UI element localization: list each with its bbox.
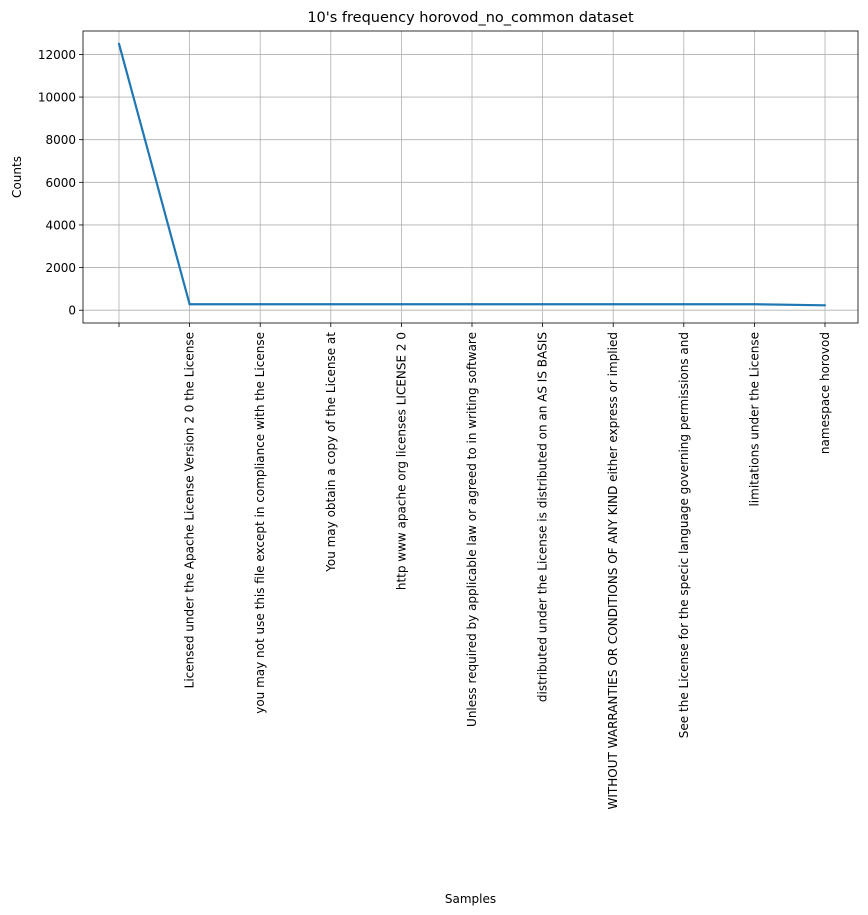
x-axis-label: Samples [445,892,496,906]
axis-ticks: Licensed under the Apache License Versio… [38,48,832,810]
chart-title: 10's frequency horovod_no_common dataset [307,10,634,26]
data-point [400,303,403,306]
data-point [117,42,121,45]
y-tick-label: 8000 [45,133,76,147]
y-tick-label: 0 [68,304,76,318]
x-tick-label: namespace horovod [818,332,832,454]
data-point [329,303,332,306]
x-tick-label: See the License for the specic language … [677,332,691,738]
x-tick-label: distributed under the License is distrib… [536,332,550,702]
y-tick-label: 4000 [45,218,76,232]
data-point [753,303,756,306]
plot-frame [82,30,859,324]
data-point [188,303,191,306]
y-tick-label: 10000 [38,91,76,105]
data-point [541,303,544,306]
x-tick-label: WITHOUT WARRANTIES OR CONDITIONS OF ANY … [606,332,620,809]
data-point [682,303,685,306]
x-tick-label: Licensed under the Apache License Versio… [183,332,197,688]
y-axis-label: Counts [10,156,24,198]
x-tick-label: You may obtain a copy of the License at [324,332,338,573]
y-tick-label: 6000 [45,176,76,190]
x-tick-label: you may not use this file except in comp… [253,332,267,714]
grid-lines [83,31,858,323]
x-tick-label: limitations under the License [747,332,761,507]
y-tick-label: 2000 [45,261,76,275]
series-layer [117,42,827,307]
data-point [470,303,474,306]
x-tick-label: Unless required by applicable law or agr… [465,332,479,727]
data-point [259,303,262,306]
data-point [612,303,615,306]
x-tick-label: http www apache org licenses LICENSE 2 0 [394,332,408,590]
data-point [823,304,827,307]
y-tick-label: 12000 [38,48,76,62]
